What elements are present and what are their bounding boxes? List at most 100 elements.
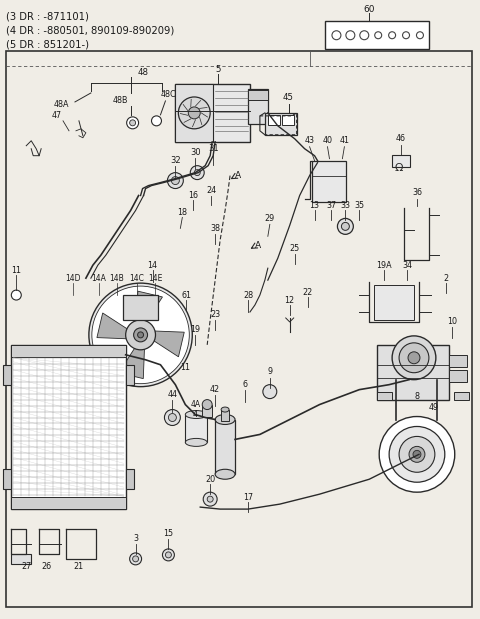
Bar [175, 84, 213, 142]
Bar [454, 392, 468, 400]
Circle shape [399, 343, 429, 373]
Text: 20: 20 [205, 475, 215, 483]
Text: 18: 18 [177, 208, 187, 217]
Text: 14E: 14E [148, 274, 163, 283]
Circle shape [341, 222, 349, 230]
Text: 23: 23 [210, 311, 220, 319]
Text: 38: 38 [210, 224, 220, 233]
Text: 46: 46 [396, 134, 406, 143]
Text: 21: 21 [74, 562, 84, 571]
Circle shape [127, 117, 139, 129]
Circle shape [403, 32, 409, 39]
Circle shape [130, 120, 136, 126]
Text: 35: 35 [354, 201, 364, 210]
Bar [215, 420, 235, 474]
Text: 17: 17 [243, 493, 253, 501]
Bar [324, 21, 429, 49]
Text: 44: 44 [168, 390, 178, 399]
Text: 28: 28 [243, 290, 253, 300]
Circle shape [203, 492, 217, 506]
Text: 16: 16 [188, 191, 198, 200]
Circle shape [138, 332, 144, 338]
Circle shape [389, 32, 396, 39]
Bar [185, 415, 207, 443]
Circle shape [413, 451, 421, 458]
Bar [282, 115, 294, 125]
Text: 45: 45 [282, 93, 293, 103]
Bar [449, 355, 467, 366]
Bar [175, 84, 250, 142]
Text: 22: 22 [302, 288, 313, 297]
Circle shape [12, 290, 21, 300]
Text: 4: 4 [193, 410, 198, 419]
Text: (4 DR : -880501, 890109-890209): (4 DR : -880501, 890109-890209) [6, 25, 175, 35]
Text: 43: 43 [305, 136, 314, 145]
Text: 24: 24 [206, 186, 216, 195]
Text: 11: 11 [180, 363, 190, 372]
Text: 4A: 4A [190, 400, 200, 409]
Text: 49: 49 [429, 403, 439, 412]
Text: 19: 19 [190, 326, 200, 334]
Text: 2: 2 [443, 274, 448, 283]
Ellipse shape [185, 410, 207, 418]
Bar [312, 161, 347, 202]
Circle shape [162, 549, 174, 561]
Bar [3, 469, 12, 489]
Bar [126, 469, 133, 489]
Text: 37: 37 [326, 201, 336, 210]
Bar [3, 365, 12, 384]
Text: Ω: Ω [395, 163, 403, 173]
Text: 34: 34 [402, 261, 412, 270]
Text: 14B: 14B [109, 274, 124, 283]
Bar [248, 90, 268, 100]
Bar [126, 365, 133, 384]
Circle shape [171, 176, 180, 184]
Text: (3 DR : -871101): (3 DR : -871101) [6, 11, 89, 21]
Text: 14D: 14D [65, 274, 81, 283]
Bar [377, 345, 449, 400]
Text: 8: 8 [414, 392, 420, 401]
Bar [202, 405, 212, 417]
Text: 6: 6 [242, 380, 248, 389]
Circle shape [126, 320, 156, 350]
Text: 27: 27 [21, 562, 31, 571]
Text: 29: 29 [264, 214, 275, 223]
Text: 26: 26 [41, 562, 51, 571]
Circle shape [409, 446, 425, 462]
Polygon shape [97, 313, 127, 339]
Text: A: A [235, 171, 241, 180]
Circle shape [179, 97, 210, 129]
Bar [377, 392, 392, 400]
Circle shape [417, 32, 423, 39]
Ellipse shape [221, 407, 229, 412]
Circle shape [133, 328, 147, 342]
Circle shape [332, 31, 341, 40]
Text: 13: 13 [310, 201, 320, 210]
Circle shape [392, 336, 436, 379]
Text: A: A [255, 241, 261, 250]
Circle shape [194, 170, 200, 176]
Circle shape [165, 410, 180, 425]
Bar [392, 155, 410, 167]
Text: 10: 10 [447, 318, 457, 326]
Text: (5 DR : 851201-): (5 DR : 851201-) [6, 39, 89, 50]
Text: 14: 14 [147, 261, 157, 270]
Circle shape [408, 352, 420, 364]
Text: 14A: 14A [91, 274, 106, 283]
Bar [123, 295, 158, 320]
Circle shape [130, 553, 142, 565]
Text: 12: 12 [285, 295, 295, 305]
Polygon shape [154, 331, 184, 357]
Circle shape [168, 413, 176, 422]
Circle shape [132, 556, 139, 562]
Text: 9: 9 [267, 367, 272, 376]
Ellipse shape [215, 415, 235, 425]
Bar [265, 113, 297, 135]
Circle shape [152, 116, 161, 126]
Polygon shape [119, 348, 144, 379]
Circle shape [202, 400, 212, 410]
Circle shape [399, 436, 435, 472]
Ellipse shape [215, 469, 235, 479]
Circle shape [92, 286, 189, 384]
Circle shape [190, 166, 204, 180]
